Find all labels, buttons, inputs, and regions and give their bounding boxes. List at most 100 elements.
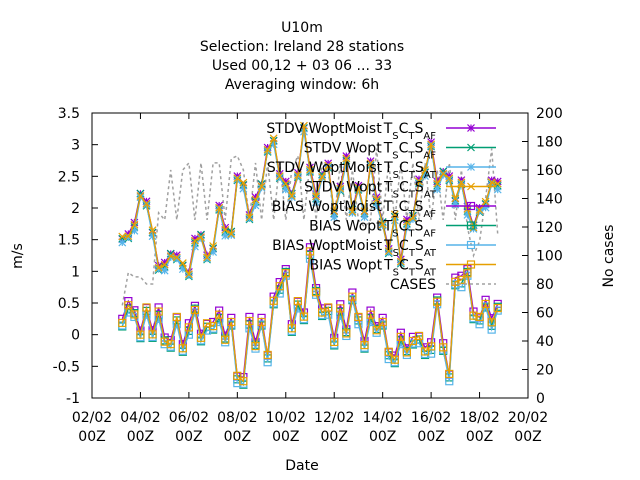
legend-label-subscript: S	[393, 170, 399, 181]
marker-stroke	[421, 166, 429, 174]
data-point	[378, 317, 387, 327]
marker-stroke	[287, 192, 296, 200]
data-point	[148, 330, 157, 339]
marker-shape	[287, 324, 296, 333]
marker-stroke	[154, 263, 163, 272]
marker-shape	[166, 340, 175, 349]
marker-stroke	[178, 259, 187, 268]
marker-shape	[348, 292, 357, 301]
legend-label-subscript: S	[393, 190, 399, 201]
data-point	[311, 288, 321, 297]
y-tick-label: 0	[71, 328, 80, 344]
series-line	[121, 251, 499, 383]
marker-shape	[160, 337, 169, 346]
data-point	[451, 200, 460, 209]
data-point	[184, 270, 193, 279]
marker-shape	[311, 288, 321, 297]
marker-stroke	[184, 270, 193, 279]
legend-label: STDV Wopt TSCTSAF	[304, 141, 437, 162]
data-point	[269, 134, 278, 143]
data-point	[463, 207, 472, 216]
data-point	[366, 159, 375, 168]
marker-shape	[372, 326, 381, 335]
legend-label-subscript: F	[430, 209, 436, 220]
marker-stroke	[166, 252, 175, 261]
data-point	[312, 198, 320, 207]
x-tick-label-time: 00Z	[175, 429, 202, 445]
data-point	[281, 179, 290, 188]
x-tick-label-date: 02/02	[72, 410, 112, 426]
data-point	[209, 242, 218, 250]
data-point	[330, 337, 339, 347]
data-point	[439, 167, 448, 176]
data-point	[178, 265, 187, 274]
marker-shape	[366, 310, 375, 319]
data-point	[287, 192, 296, 200]
marker-stroke	[306, 165, 314, 174]
marker-stroke	[281, 181, 290, 190]
marker-stroke	[142, 199, 151, 208]
marker-stroke	[148, 226, 157, 235]
data-point	[172, 254, 181, 263]
data-point	[402, 348, 411, 357]
marker-shape	[330, 337, 339, 347]
marker-shape	[427, 342, 436, 351]
data-point	[166, 340, 175, 349]
y-tick-label: 1	[71, 264, 80, 280]
data-point	[306, 165, 314, 174]
marker-shape	[202, 319, 212, 328]
data-point	[245, 312, 254, 322]
series-stdv-3	[118, 121, 502, 279]
marker-stroke	[178, 261, 187, 270]
legend-label-subscript: T	[429, 170, 437, 181]
legend-label-subscript: T	[408, 190, 416, 201]
marker-shape	[457, 275, 466, 284]
data-point	[445, 369, 454, 379]
legend-label-subscript: A	[423, 229, 430, 240]
data-point	[408, 336, 418, 346]
marker-shape	[293, 297, 302, 306]
data-point	[451, 194, 460, 203]
y2-tick-label: 160	[536, 163, 563, 179]
legend-entry-5: BIAS Wopt TSCTSAF	[309, 219, 496, 240]
legend-label-letter: C	[399, 199, 409, 215]
legend-label-main: STDV WoptMoist	[266, 121, 382, 137]
legend-label-letter: T	[383, 121, 393, 137]
marker-shape	[305, 247, 315, 256]
legend-sample-marker	[467, 143, 475, 152]
series-line	[121, 254, 499, 387]
marker-shape	[154, 303, 163, 312]
marker-shape	[154, 307, 163, 316]
data-point	[239, 377, 248, 386]
marker-shape	[239, 377, 248, 386]
data-point	[433, 179, 442, 188]
marker-stroke	[372, 195, 381, 204]
data-point	[227, 317, 236, 327]
marker-stroke	[318, 173, 327, 181]
legend-label-letter: S	[415, 219, 424, 235]
legend-label-letter: S	[415, 258, 424, 274]
x-tick-label-time: 00Z	[466, 429, 493, 445]
x-tick-label-date: 06/02	[169, 410, 209, 426]
data-point	[160, 337, 169, 346]
legend-label-subscript: S	[392, 209, 398, 220]
marker-stroke	[281, 179, 290, 188]
marker-shape	[469, 311, 478, 320]
y2-tick-label: 20	[536, 363, 554, 379]
y-tick-label: 2.5	[58, 169, 80, 185]
data-point	[148, 232, 157, 241]
marker-stroke	[233, 174, 242, 183]
y2-tick-label: 180	[536, 135, 563, 151]
marker-stroke	[360, 207, 369, 216]
marker-shape	[493, 299, 502, 309]
marker-shape	[390, 355, 399, 364]
marker-stroke	[342, 154, 351, 163]
marker-shape	[318, 308, 327, 317]
y2-tick-label: 40	[536, 334, 554, 350]
data-point	[409, 215, 417, 224]
data-point	[427, 140, 436, 149]
marker-shape	[354, 312, 363, 322]
marker-shape	[466, 201, 476, 211]
